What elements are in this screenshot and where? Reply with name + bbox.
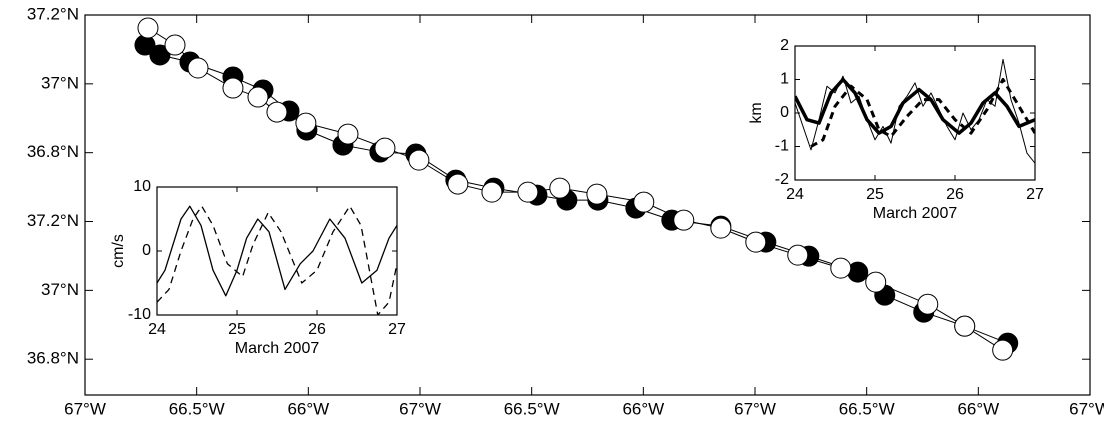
marker [247,86,269,108]
x-tick-label: 24 [786,186,804,203]
x-tick-label: 27 [1026,186,1044,203]
x-tick-label: 66.5°W [839,399,895,418]
y-tick-label: -1 [775,138,789,155]
y-tick-label: 37.2°N [27,4,79,23]
x-tick-label: 66°W [957,399,999,418]
x-tick-label: 67°W [1069,399,1104,418]
x-axis-label: March 2007 [873,205,958,222]
marker [745,231,767,253]
y-tick-label: 37.2°N [27,211,79,230]
y-tick-label: 0 [780,104,789,121]
inset-chart: 24 25 26 27 -10 0 10 March 2007 cm/s [110,178,406,357]
plot-area [794,45,1036,181]
y-tick-label: -10 [128,306,151,323]
y-tick-label: 37°N [41,280,79,299]
x-tick-label: 25 [228,321,246,338]
marker [787,244,809,266]
marker [710,217,732,239]
x-tick-label: 27 [388,321,406,338]
marker [266,101,288,123]
y-tick-label: 2 [780,37,789,54]
marker [517,181,539,203]
marker [586,183,608,205]
x-axis-label: March 2007 [235,340,320,357]
marker [295,112,317,134]
x-tick-label: 67°W [734,399,776,418]
x-tick-label: 66°W [622,399,664,418]
marker [992,339,1014,361]
y-axis-label: cm/s [110,234,127,268]
x-tick-label: 26 [308,321,326,338]
marker [187,57,209,79]
marker [374,137,396,159]
marker [164,34,186,56]
line [157,205,397,297]
marker [337,123,359,145]
marker [408,149,430,171]
x-tick-label: 66°W [287,399,329,418]
line [810,78,1035,148]
x-tick-label: 67°W [64,399,106,418]
y-tick-label: 0 [142,242,151,259]
x-tick-label: 26 [946,186,964,203]
marker [954,315,976,337]
marker [481,181,503,203]
inset-chart: 24 25 26 27 -2 -1 0 1 2 March 2007 km [748,37,1044,222]
line [795,58,1035,164]
marker [549,177,571,199]
y-tick-label: -2 [775,171,789,188]
marker [137,17,159,39]
x-tick-label: 25 [866,186,884,203]
y-axis-label: km [748,102,765,123]
marker [633,191,655,213]
y-tick-label: 10 [133,178,151,195]
marker [222,77,244,99]
x-tick-label: 66.5°W [504,399,560,418]
x-tick-label: 67°W [399,399,441,418]
y-tick-label: 1 [780,71,789,88]
y-tick-label: 37°N [41,73,79,92]
y-tick-label: 36.8°N [27,142,79,161]
marker [917,293,939,315]
x-tick-label: 66.5°W [169,399,225,418]
y-tick-label: 36.8°N [27,349,79,368]
marker [149,44,171,66]
plot-area [156,186,398,316]
marker [865,271,887,293]
marker [447,173,469,195]
marker [673,209,695,231]
x-tick-label: 24 [148,321,166,338]
marker [830,257,852,279]
